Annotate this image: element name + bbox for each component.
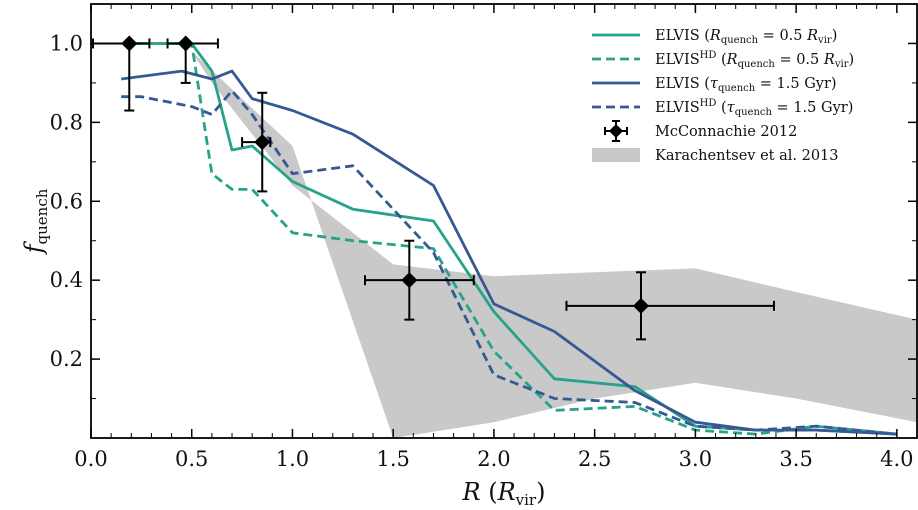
legend-label-3: ELVIS (τquench = 1.5 Gyr) bbox=[655, 76, 837, 94]
legend-entry-5: McConnachie 2012 bbox=[604, 120, 797, 142]
y-tick-label-2: 0.4 bbox=[50, 268, 83, 292]
series-line-2 bbox=[131, 42, 898, 436]
legend-label-6: Karachentsev et al. 2013 bbox=[655, 148, 839, 164]
y-tick-label-3: 0.6 bbox=[50, 189, 83, 213]
legend-swatch-6 bbox=[592, 148, 640, 162]
x-tick-label-2: 0.5 bbox=[175, 447, 208, 471]
data-point-1 bbox=[92, 35, 151, 112]
legend-entry-6: Karachentsev et al. 2013 bbox=[592, 148, 839, 164]
legend: ELVIS (Rquench = 0.5 Rvir) ELVISHD (Rquen… bbox=[592, 28, 854, 164]
y-tick-label-5: 1.0 bbox=[50, 31, 83, 55]
legend-entry-4: ELVISHD (τquench = 1.5 Gyr) bbox=[592, 98, 853, 118]
x-axis-label: R (Rvir) bbox=[462, 478, 546, 509]
y-axis-label: fquench bbox=[20, 188, 51, 255]
legend-entry-1: ELVIS (Rquench = 0.5 Rvir) bbox=[592, 28, 837, 46]
legend-entry-3: ELVIS (τquench = 1.5 Gyr) bbox=[592, 76, 837, 94]
legend-label-2: ELVISHD (Rquench = 0.5 Rvir) bbox=[655, 50, 854, 70]
legend-label-5: McConnachie 2012 bbox=[655, 124, 797, 140]
legend-entry-2: ELVISHD (Rquench = 0.5 Rvir) bbox=[592, 50, 854, 70]
x-tick-label-9: 4.0 bbox=[880, 447, 913, 471]
plot-area bbox=[92, 35, 917, 438]
x-tick-label-8: 3.5 bbox=[779, 447, 812, 471]
data-point-3 bbox=[241, 91, 272, 193]
series-line-3 bbox=[121, 69, 897, 436]
axes-frame bbox=[90, 3, 918, 439]
y-tick-label-1: 0.2 bbox=[50, 347, 83, 371]
x-tick-label-4: 1.5 bbox=[376, 447, 409, 471]
plot-content bbox=[92, 35, 917, 438]
x-tick-label-6: 2.5 bbox=[578, 447, 611, 471]
legend-label-4: ELVISHD (τquench = 1.5 Gyr) bbox=[655, 98, 853, 118]
x-tick-label-1: 0.0 bbox=[74, 447, 107, 471]
y-tick-label-4: 0.8 bbox=[50, 110, 83, 134]
karachentsev-band bbox=[191, 51, 917, 438]
x-tick-label-3: 1.0 bbox=[276, 447, 309, 471]
legend-label-1: ELVIS (Rquench = 0.5 Rvir) bbox=[655, 28, 837, 46]
legend-swatch-5 bbox=[609, 124, 623, 138]
x-tick-label-7: 3.0 bbox=[679, 447, 712, 471]
data-point-4 bbox=[363, 239, 475, 321]
data-point-2 bbox=[166, 35, 219, 84]
data-point-5 bbox=[565, 271, 775, 341]
axis-ticks: 0.0 0.5 1.0 1.5 2.0 2.5 3.0 3.5 4.0 0.2 0.4 0.6 0.8 1… bbox=[50, 4, 917, 471]
x-tick-label-5: 2.0 bbox=[477, 447, 510, 471]
